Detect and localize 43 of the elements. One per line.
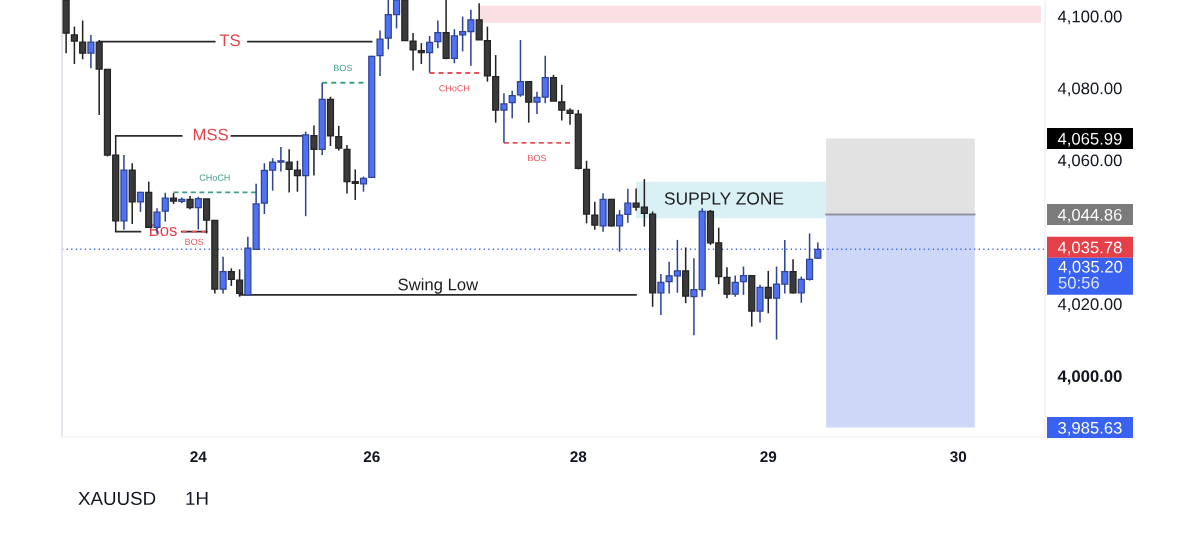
x-tick-label: 26 xyxy=(363,451,380,463)
candlestick xyxy=(219,256,227,295)
y-tick-label: 4,100.00 xyxy=(1057,10,1122,25)
x-tick-label: 24 xyxy=(190,451,207,462)
y2-tick-label: 4,044.86 xyxy=(1057,208,1122,223)
y-tick-label: 4,020.00 xyxy=(1057,298,1122,313)
x-tick-label: 28 xyxy=(570,451,587,463)
candlestick xyxy=(376,29,384,77)
candlestick xyxy=(723,266,731,299)
candlestick xyxy=(731,274,739,298)
series-label: Swing Low xyxy=(398,278,479,294)
candlestick xyxy=(87,34,95,70)
candlestick xyxy=(425,35,434,74)
annotation: TS xyxy=(219,34,240,47)
text: 1H xyxy=(186,491,208,505)
candlestick xyxy=(789,258,797,295)
candlestick xyxy=(500,92,508,144)
y-tick-label: 4,060.00 xyxy=(1057,154,1122,169)
y2-tick-label: 4,035.78 xyxy=(1057,241,1122,256)
annotation: MSS xyxy=(193,128,228,141)
annotation: SUPPLY ZONE xyxy=(664,192,784,205)
series-label: BOS xyxy=(334,64,352,72)
series-label: CHoCH xyxy=(199,174,230,181)
candlestick xyxy=(434,19,442,49)
y2-tick-label: 4,065.99 xyxy=(1057,132,1122,147)
ref-line-label: 4,035.20 50:56 xyxy=(1058,260,1123,289)
text: XAUUSD xyxy=(78,491,156,506)
series-label: CHoCH xyxy=(439,85,470,92)
candlestick xyxy=(525,80,533,124)
y-tick-label: 4,000.00 xyxy=(1057,370,1122,385)
x-tick-label: 30 xyxy=(950,451,967,463)
x-tick-label: 29 xyxy=(760,451,777,463)
candlestick xyxy=(764,270,772,315)
y2-tick-label: 3,985.63 xyxy=(1058,421,1122,436)
y-tick-label: 4,080.00 xyxy=(1057,82,1122,97)
candlestick xyxy=(194,195,202,231)
candlestick xyxy=(739,265,748,296)
series-label: BOS xyxy=(528,154,547,162)
candlestick xyxy=(657,273,665,316)
series-label: BOS xyxy=(185,238,204,246)
candlestick xyxy=(161,192,169,223)
candlestick xyxy=(756,284,764,324)
candlestick xyxy=(310,124,318,177)
